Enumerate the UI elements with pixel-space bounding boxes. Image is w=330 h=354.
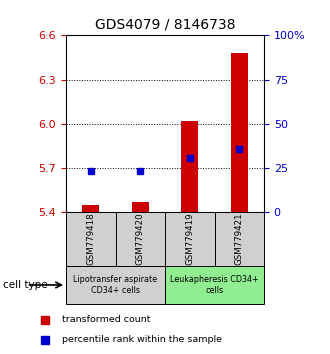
Bar xyxy=(66,212,115,266)
Text: GSM779420: GSM779420 xyxy=(136,213,145,265)
Text: GSM779419: GSM779419 xyxy=(185,213,194,265)
Bar xyxy=(214,212,264,266)
Text: GSM779421: GSM779421 xyxy=(235,213,244,265)
Bar xyxy=(165,212,214,266)
Text: Leukapheresis CD34+
cells: Leukapheresis CD34+ cells xyxy=(170,275,259,295)
Text: Lipotransfer aspirate
CD34+ cells: Lipotransfer aspirate CD34+ cells xyxy=(74,275,157,295)
Text: percentile rank within the sample: percentile rank within the sample xyxy=(62,335,222,344)
Text: transformed count: transformed count xyxy=(62,315,150,324)
Bar xyxy=(82,205,99,212)
Bar xyxy=(231,53,248,212)
Bar xyxy=(132,202,149,212)
Bar xyxy=(165,266,264,304)
Text: GSM779418: GSM779418 xyxy=(86,213,95,265)
Title: GDS4079 / 8146738: GDS4079 / 8146738 xyxy=(95,17,235,32)
Bar xyxy=(115,212,165,266)
Bar xyxy=(181,121,198,212)
Bar xyxy=(66,266,165,304)
Text: cell type: cell type xyxy=(3,280,48,290)
